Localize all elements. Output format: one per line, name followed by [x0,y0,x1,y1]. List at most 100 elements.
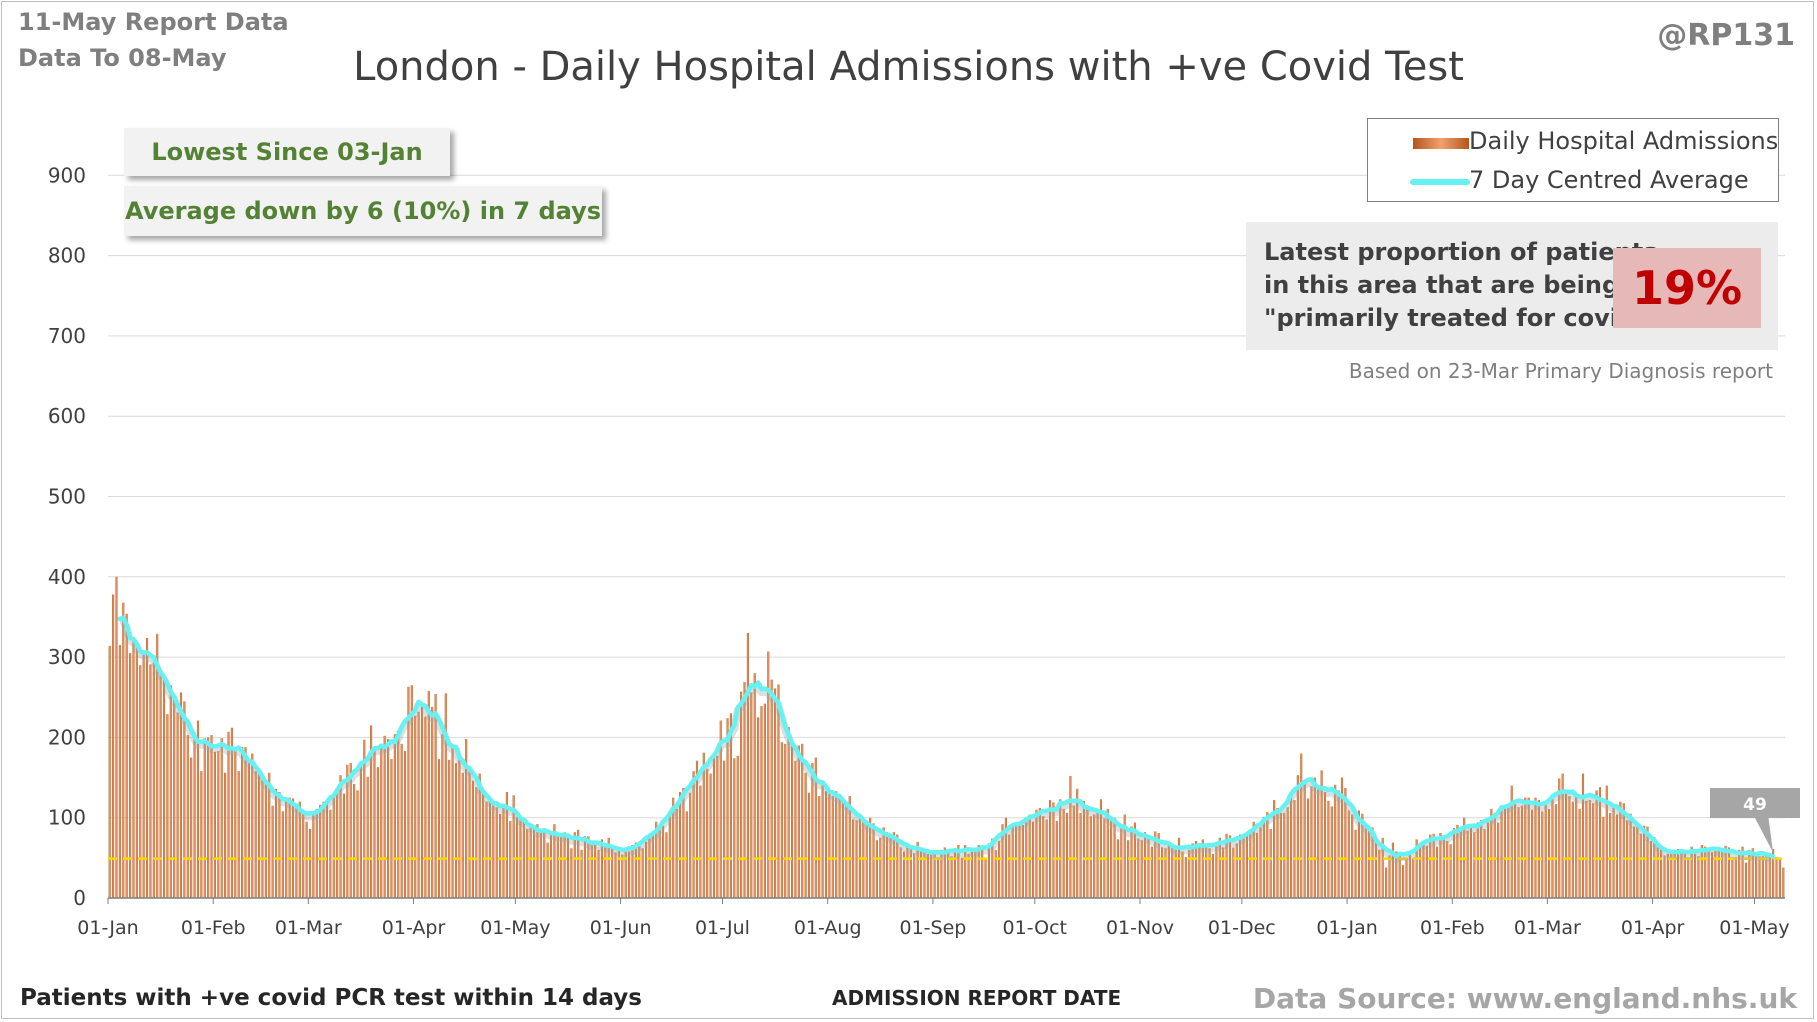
bar [237,771,240,898]
bar [1717,848,1720,898]
y-tick-label: 300 [48,645,86,669]
bar [1052,802,1055,898]
bar [142,653,145,898]
bar [577,829,580,898]
bar [1483,828,1486,898]
bar [726,718,729,898]
bar [159,670,162,898]
bar [1493,812,1496,898]
bar [1194,840,1198,898]
bar [855,820,858,898]
bar [940,849,943,898]
bar [370,725,373,898]
bar [903,851,906,898]
proportion-line-1: Latest proportion of patients [1264,238,1658,266]
bar [824,791,828,898]
bar [638,844,641,898]
bar [1205,846,1208,898]
bar [1269,828,1272,898]
bar [1239,834,1242,898]
bar [125,613,128,898]
bar [1775,857,1778,898]
bar [712,755,716,898]
bar [1520,805,1523,898]
bar [661,825,665,898]
bar [964,845,967,898]
bar [132,638,135,898]
bar [651,832,654,898]
bar [417,711,420,898]
bar [424,716,427,898]
bar [1273,800,1276,898]
bar [186,734,189,898]
bar [1215,841,1218,898]
bar [1164,848,1167,898]
bar [1167,845,1170,898]
bar [1422,840,1425,898]
bar [580,849,583,898]
bar [1177,837,1181,898]
bar [1476,822,1479,898]
bar [1062,808,1065,898]
bar [1731,857,1734,898]
bar [1415,839,1418,898]
bar [529,827,532,898]
bar [308,828,312,898]
y-tick-label: 0 [73,886,86,910]
bar [461,772,464,898]
x-tick-label: 01-Sep [899,917,966,939]
bar [1171,843,1174,898]
bar [329,809,332,898]
bar [1378,849,1381,898]
bar [1693,853,1697,898]
bar [278,792,281,898]
bar [1303,782,1306,898]
bar [1181,851,1184,898]
bar [970,848,974,898]
bar [441,734,444,898]
bar [1466,830,1469,898]
bar [526,828,529,898]
bar [1208,848,1211,898]
bar [1571,801,1574,898]
bar [1232,847,1235,898]
bar [1327,800,1330,898]
bar [804,772,807,898]
bar [886,832,889,898]
bar [414,715,417,898]
x-axis-title: ADMISSION REPORT DATE [832,986,1122,1010]
bar [648,833,651,898]
bar [865,824,868,898]
bar [217,751,220,898]
x-tick-label: 01-Dec [1208,917,1276,939]
x-tick-label: 01-Apr [1621,917,1685,939]
bar [852,819,855,898]
y-tick-label: 400 [48,565,86,589]
bar [1622,803,1625,898]
bar [1395,851,1398,898]
bar [505,792,508,898]
bar [1425,845,1428,898]
bar [1028,814,1031,898]
y-axis-ticks: 0 100 200 300 400 500 600 700 800 900 [48,163,86,910]
y-tick-label: 700 [48,324,86,348]
bar [947,849,950,898]
bar [838,796,841,898]
bar [621,854,624,898]
bar [1761,856,1764,898]
bar [254,771,257,898]
bar [1340,777,1344,898]
bar [373,748,376,898]
bar [1093,814,1096,898]
bar [1385,867,1388,898]
bar [1065,812,1069,898]
bar [1690,846,1693,898]
legend: Daily Hospital Admissions 7 Day Centred … [1367,118,1779,202]
bar [1059,799,1062,898]
x-axis-ticks: 01-Jan 01-Feb 01-Mar 01-Apr 01-May 01-Jun 01-J… [77,898,1790,939]
bar [1449,844,1452,898]
bar [1357,810,1361,898]
bar [556,836,559,898]
bar [1144,832,1147,898]
bar [1609,812,1612,898]
